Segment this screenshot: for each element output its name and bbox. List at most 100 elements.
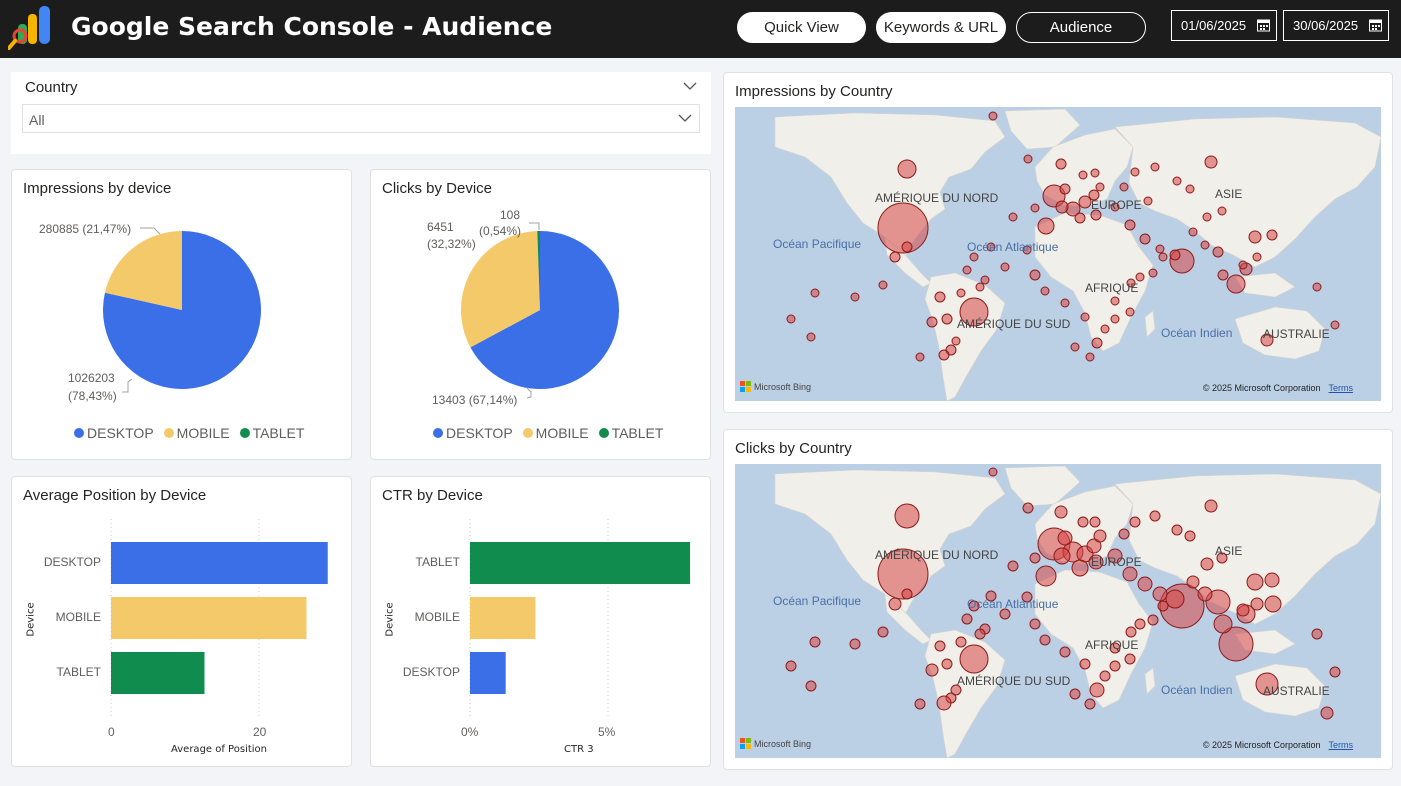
country-bubble[interactable] <box>1139 233 1151 245</box>
country-bubble[interactable] <box>914 698 926 710</box>
country-bubble[interactable] <box>1039 634 1051 646</box>
country-bubble[interactable] <box>1238 260 1248 270</box>
legend-item-desktop[interactable]: DESKTOP <box>74 425 154 441</box>
bar-tablet[interactable] <box>111 652 205 694</box>
country-bubble[interactable] <box>1118 528 1130 540</box>
legend-item-desktop[interactable]: DESKTOP <box>433 425 513 441</box>
country-bubble[interactable] <box>894 503 920 529</box>
country-bubble[interactable] <box>956 288 966 298</box>
country-bubble[interactable] <box>1119 182 1129 192</box>
country-bubble[interactable] <box>1021 591 1033 603</box>
country-bubble[interactable] <box>1099 670 1111 682</box>
country-bubble[interactable] <box>1093 529 1107 543</box>
country-bubble[interactable] <box>1022 502 1034 514</box>
country-bubble[interactable] <box>1080 312 1090 322</box>
country-bubble[interactable] <box>1197 586 1213 602</box>
country-bubble[interactable] <box>941 658 953 670</box>
country-bubble[interactable] <box>1007 560 1019 572</box>
country-bubble[interactable] <box>961 613 973 625</box>
country-bubble[interactable] <box>986 242 996 252</box>
country-bubble[interactable] <box>1157 600 1169 612</box>
country-bubble[interactable] <box>968 600 980 612</box>
country-bubble[interactable] <box>1074 212 1086 224</box>
country-bubble[interactable] <box>941 313 953 325</box>
country-bubble[interactable] <box>1110 202 1120 212</box>
country-bubble[interactable] <box>1130 167 1140 177</box>
audience-button[interactable]: Audience <box>1016 12 1146 43</box>
country-bubble[interactable] <box>1185 184 1195 194</box>
country-bubble[interactable] <box>959 297 989 327</box>
country-bubble[interactable] <box>1029 618 1041 630</box>
country-bubble[interactable] <box>1312 282 1322 292</box>
country-bubble[interactable] <box>934 291 946 303</box>
country-bubble[interactable] <box>1084 698 1096 710</box>
country-bubble[interactable] <box>1059 646 1071 658</box>
country-bubble[interactable] <box>1165 589 1185 609</box>
country-bubble[interactable] <box>1158 252 1168 262</box>
country-bubble[interactable] <box>1329 666 1341 678</box>
country-bubble[interactable] <box>1059 183 1071 195</box>
country-bubble[interactable] <box>925 663 939 677</box>
country-bubble[interactable] <box>1212 246 1224 258</box>
country-bubble[interactable] <box>877 626 889 638</box>
country-bubble[interactable] <box>786 314 796 324</box>
country-bubble[interactable] <box>980 275 990 285</box>
country-bubble[interactable] <box>1218 626 1254 662</box>
bar-mobile[interactable] <box>470 597 536 639</box>
country-bubble[interactable] <box>1200 557 1214 571</box>
legend-item-tablet[interactable]: TABLET <box>598 425 663 441</box>
terms-link[interactable]: Terms <box>1328 740 1354 750</box>
country-bubble[interactable] <box>1057 530 1073 546</box>
country-bubble[interactable] <box>889 251 901 263</box>
country-bubble[interactable] <box>975 282 985 292</box>
country-bubble[interactable] <box>1266 229 1278 241</box>
country-bubble[interactable] <box>1078 195 1092 209</box>
country-bubble[interactable] <box>1171 524 1183 536</box>
country-bubble[interactable] <box>951 336 961 346</box>
country-bubble[interactable] <box>1260 333 1274 347</box>
country-bubble[interactable] <box>1184 530 1196 542</box>
country-bubble[interactable] <box>1264 595 1282 613</box>
country-bubble[interactable] <box>1091 337 1103 349</box>
country-bubble[interactable] <box>810 288 820 298</box>
country-bubble[interactable] <box>1060 298 1070 308</box>
country-bubble[interactable] <box>1090 209 1102 221</box>
pie-slice-mobile[interactable] <box>104 231 182 310</box>
country-bubble[interactable] <box>1226 274 1246 294</box>
country-bubble[interactable] <box>950 684 962 696</box>
country-bubble[interactable] <box>888 597 902 611</box>
country-bubble[interactable] <box>1152 586 1168 602</box>
country-bubble[interactable] <box>1129 516 1141 528</box>
country-bubble[interactable] <box>1236 603 1250 617</box>
country-bubble[interactable] <box>1137 576 1153 592</box>
country-bubble[interactable] <box>1000 262 1010 272</box>
country-bubble[interactable] <box>936 695 952 711</box>
country-bubble[interactable] <box>1186 575 1200 589</box>
country-bubble[interactable] <box>1088 189 1100 201</box>
keywords-url-button[interactable]: Keywords & URL <box>876 12 1006 43</box>
country-bubble[interactable] <box>1040 286 1050 296</box>
country-bubble[interactable] <box>1204 499 1218 513</box>
country-dropdown[interactable]: All <box>22 104 700 133</box>
bar-desktop[interactable] <box>111 542 328 584</box>
country-bubble[interactable] <box>1172 176 1182 186</box>
clicks-map[interactable]: AMÉRIQUE DU NORD AMÉRIQUE DU SUD EUROPE ASI… <box>735 464 1381 758</box>
country-bubble[interactable] <box>1088 554 1104 570</box>
country-bubble[interactable] <box>1023 154 1033 164</box>
end-date-input[interactable]: 30/06/2025 <box>1283 10 1389 41</box>
country-bubble[interactable] <box>1100 324 1110 334</box>
country-bubble[interactable] <box>878 280 888 290</box>
country-bubble[interactable] <box>1109 660 1121 672</box>
country-bubble[interactable] <box>1053 547 1071 565</box>
country-bubble[interactable] <box>1148 268 1158 278</box>
country-bubble[interactable] <box>1029 552 1041 564</box>
country-bubble[interactable] <box>1246 573 1264 591</box>
country-bubble[interactable] <box>969 252 979 262</box>
bar-mobile[interactable] <box>111 597 307 639</box>
country-bubble[interactable] <box>1155 244 1165 254</box>
calendar-icon[interactable] <box>1369 18 1382 32</box>
country-bubble[interactable] <box>1169 249 1181 261</box>
country-bubble[interactable] <box>1077 516 1089 528</box>
country-bubble[interactable] <box>1217 206 1227 216</box>
country-bubble[interactable] <box>926 316 938 328</box>
